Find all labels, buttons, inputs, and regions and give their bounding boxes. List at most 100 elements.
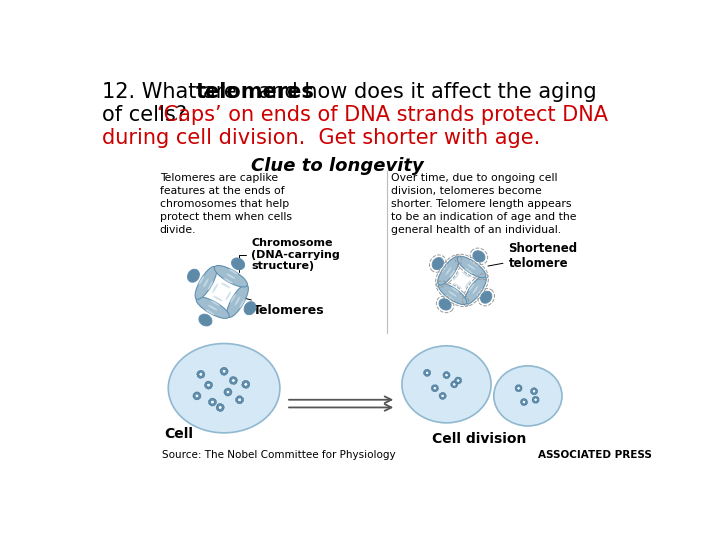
Text: Telomeres: Telomeres [238,296,325,316]
Ellipse shape [237,401,242,404]
Text: during cell division.  Get shorter with age.: during cell division. Get shorter with a… [102,128,540,148]
Ellipse shape [230,380,233,384]
Circle shape [446,374,447,376]
Ellipse shape [241,397,243,402]
Text: Chromosome
(DNA-carrying
structure): Chromosome (DNA-carrying structure) [239,238,340,272]
Ellipse shape [197,375,202,379]
Ellipse shape [222,367,227,370]
Ellipse shape [454,380,458,384]
Ellipse shape [224,278,233,284]
Ellipse shape [205,309,215,315]
Circle shape [426,372,428,374]
Ellipse shape [197,371,200,375]
Ellipse shape [210,403,215,406]
Ellipse shape [221,282,230,288]
Ellipse shape [521,399,523,403]
Ellipse shape [455,381,458,386]
Ellipse shape [472,286,479,294]
Ellipse shape [220,368,222,373]
Text: Over time, due to ongoing cell
division, telomeres become
shorter. Telomere leng: Over time, due to ongoing cell division,… [392,173,577,234]
Ellipse shape [462,272,470,278]
Ellipse shape [451,287,459,293]
Circle shape [233,380,234,381]
Ellipse shape [207,387,212,389]
Ellipse shape [194,273,199,282]
Ellipse shape [531,389,533,394]
Circle shape [454,383,455,385]
Ellipse shape [531,388,536,390]
Ellipse shape [221,373,226,375]
Ellipse shape [242,380,246,384]
Ellipse shape [444,394,446,399]
Ellipse shape [204,383,207,388]
Ellipse shape [470,260,478,266]
Ellipse shape [244,302,250,311]
Ellipse shape [477,288,482,296]
Ellipse shape [453,386,457,388]
Ellipse shape [438,283,467,305]
Text: Cell division: Cell division [432,432,526,446]
Ellipse shape [518,388,522,392]
Ellipse shape [473,256,481,262]
Circle shape [217,287,227,296]
Ellipse shape [203,278,209,287]
Ellipse shape [187,269,199,282]
Ellipse shape [439,299,451,310]
Circle shape [207,384,210,386]
Ellipse shape [227,285,248,318]
Ellipse shape [225,291,231,300]
Ellipse shape [232,265,240,270]
Ellipse shape [440,397,444,400]
Ellipse shape [237,396,242,398]
Ellipse shape [214,399,217,404]
Ellipse shape [469,283,474,291]
Ellipse shape [446,267,451,275]
Ellipse shape [213,296,222,301]
Circle shape [518,387,519,389]
Ellipse shape [219,409,223,411]
Ellipse shape [449,269,455,278]
Circle shape [200,374,202,375]
Text: Cell: Cell [165,427,194,441]
Circle shape [534,390,535,392]
Ellipse shape [536,400,539,403]
Ellipse shape [210,398,215,401]
Ellipse shape [203,314,212,320]
Ellipse shape [210,382,212,387]
Ellipse shape [451,381,456,383]
Ellipse shape [459,377,462,381]
Ellipse shape [464,280,471,288]
Text: Clue to longevity: Clue to longevity [251,157,424,175]
Ellipse shape [215,266,248,287]
Text: ASSOCIATED PRESS: ASSOCIATED PRESS [538,450,652,460]
Ellipse shape [199,276,204,285]
Ellipse shape [202,374,205,378]
Ellipse shape [536,389,538,393]
Ellipse shape [515,385,518,388]
Ellipse shape [435,384,438,388]
Ellipse shape [523,399,527,401]
Ellipse shape [454,283,462,289]
Ellipse shape [226,273,235,279]
Ellipse shape [235,296,240,306]
Ellipse shape [464,275,486,304]
Text: 12. What are: 12. What are [102,82,243,102]
Ellipse shape [225,394,230,396]
Ellipse shape [199,314,212,326]
Ellipse shape [449,291,456,297]
Ellipse shape [473,251,485,262]
Ellipse shape [532,400,536,403]
Ellipse shape [423,371,426,375]
Ellipse shape [454,272,459,280]
Ellipse shape [168,343,280,433]
Circle shape [442,395,444,397]
Ellipse shape [441,393,445,395]
Circle shape [227,391,229,393]
Ellipse shape [518,385,522,388]
Circle shape [196,395,198,397]
Ellipse shape [225,388,230,390]
Ellipse shape [402,346,491,423]
Circle shape [458,276,467,285]
Ellipse shape [428,370,431,375]
Circle shape [434,387,436,389]
